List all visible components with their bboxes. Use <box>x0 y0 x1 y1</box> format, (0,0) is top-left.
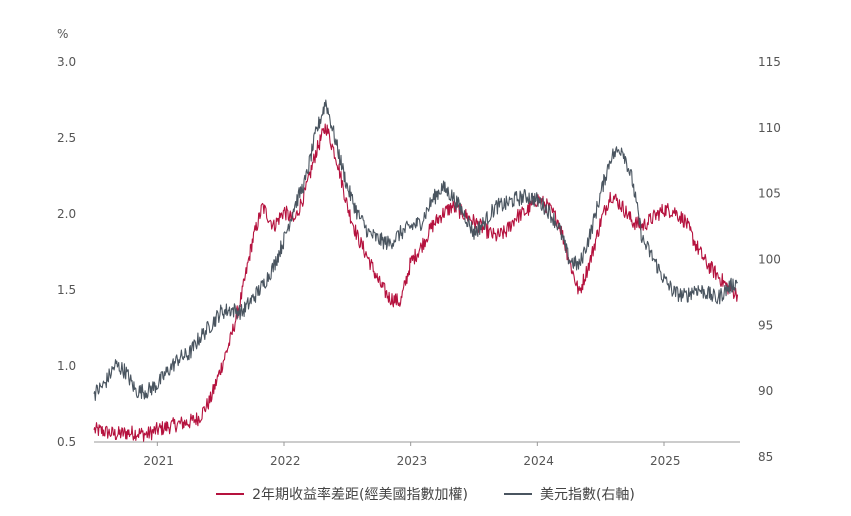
series-line-0 <box>93 123 739 442</box>
x-tick-label: 2022 <box>270 454 301 468</box>
series-line-1 <box>93 99 738 401</box>
left-tick-label: 3.0 <box>57 55 76 69</box>
left-axis: 3.0 2.5 2.0 1.5 1.0 0.5 <box>57 55 76 449</box>
left-axis-unit: % <box>57 27 68 41</box>
legend-swatch-dollar-index <box>503 493 532 495</box>
x-tick-label: 2021 <box>143 454 174 468</box>
left-tick-label: 0.5 <box>57 435 76 449</box>
legend: 2年期收益率差距(經美國指數加權) 美元指數(右軸) <box>0 484 851 504</box>
legend-swatch-yield-spread <box>216 493 245 495</box>
right-tick-label: 115 <box>758 55 781 69</box>
x-tick-label: 2023 <box>397 454 428 468</box>
legend-label-dollar-index: 美元指數(右軸) <box>539 487 635 503</box>
right-tick-label: 90 <box>758 384 773 398</box>
legend-label-yield-spread: 2年期收益率差距(經美國指數加權) <box>252 487 468 503</box>
left-tick-label: 2.0 <box>57 207 76 221</box>
left-tick-label: 1.0 <box>57 359 76 373</box>
right-axis: 115 110 105 100 95 90 85 <box>758 55 781 464</box>
legend-item-yield-spread: 2年期收益率差距(經美國指數加權) <box>216 484 468 504</box>
right-tick-label: 95 <box>758 318 773 332</box>
x-tick-label: 2024 <box>523 454 554 468</box>
legend-item-dollar-index: 美元指數(右軸) <box>503 484 635 504</box>
right-tick-label: 110 <box>758 121 781 135</box>
series-lines <box>93 99 739 442</box>
x-axis: 2021 2022 2023 2024 2025 <box>143 442 681 468</box>
right-tick-label: 100 <box>758 253 781 267</box>
right-tick-label: 105 <box>758 187 781 201</box>
left-tick-label: 1.5 <box>57 283 76 297</box>
right-tick-label: 85 <box>758 450 773 464</box>
x-tick-label: 2025 <box>650 454 681 468</box>
left-tick-label: 2.5 <box>57 131 76 145</box>
